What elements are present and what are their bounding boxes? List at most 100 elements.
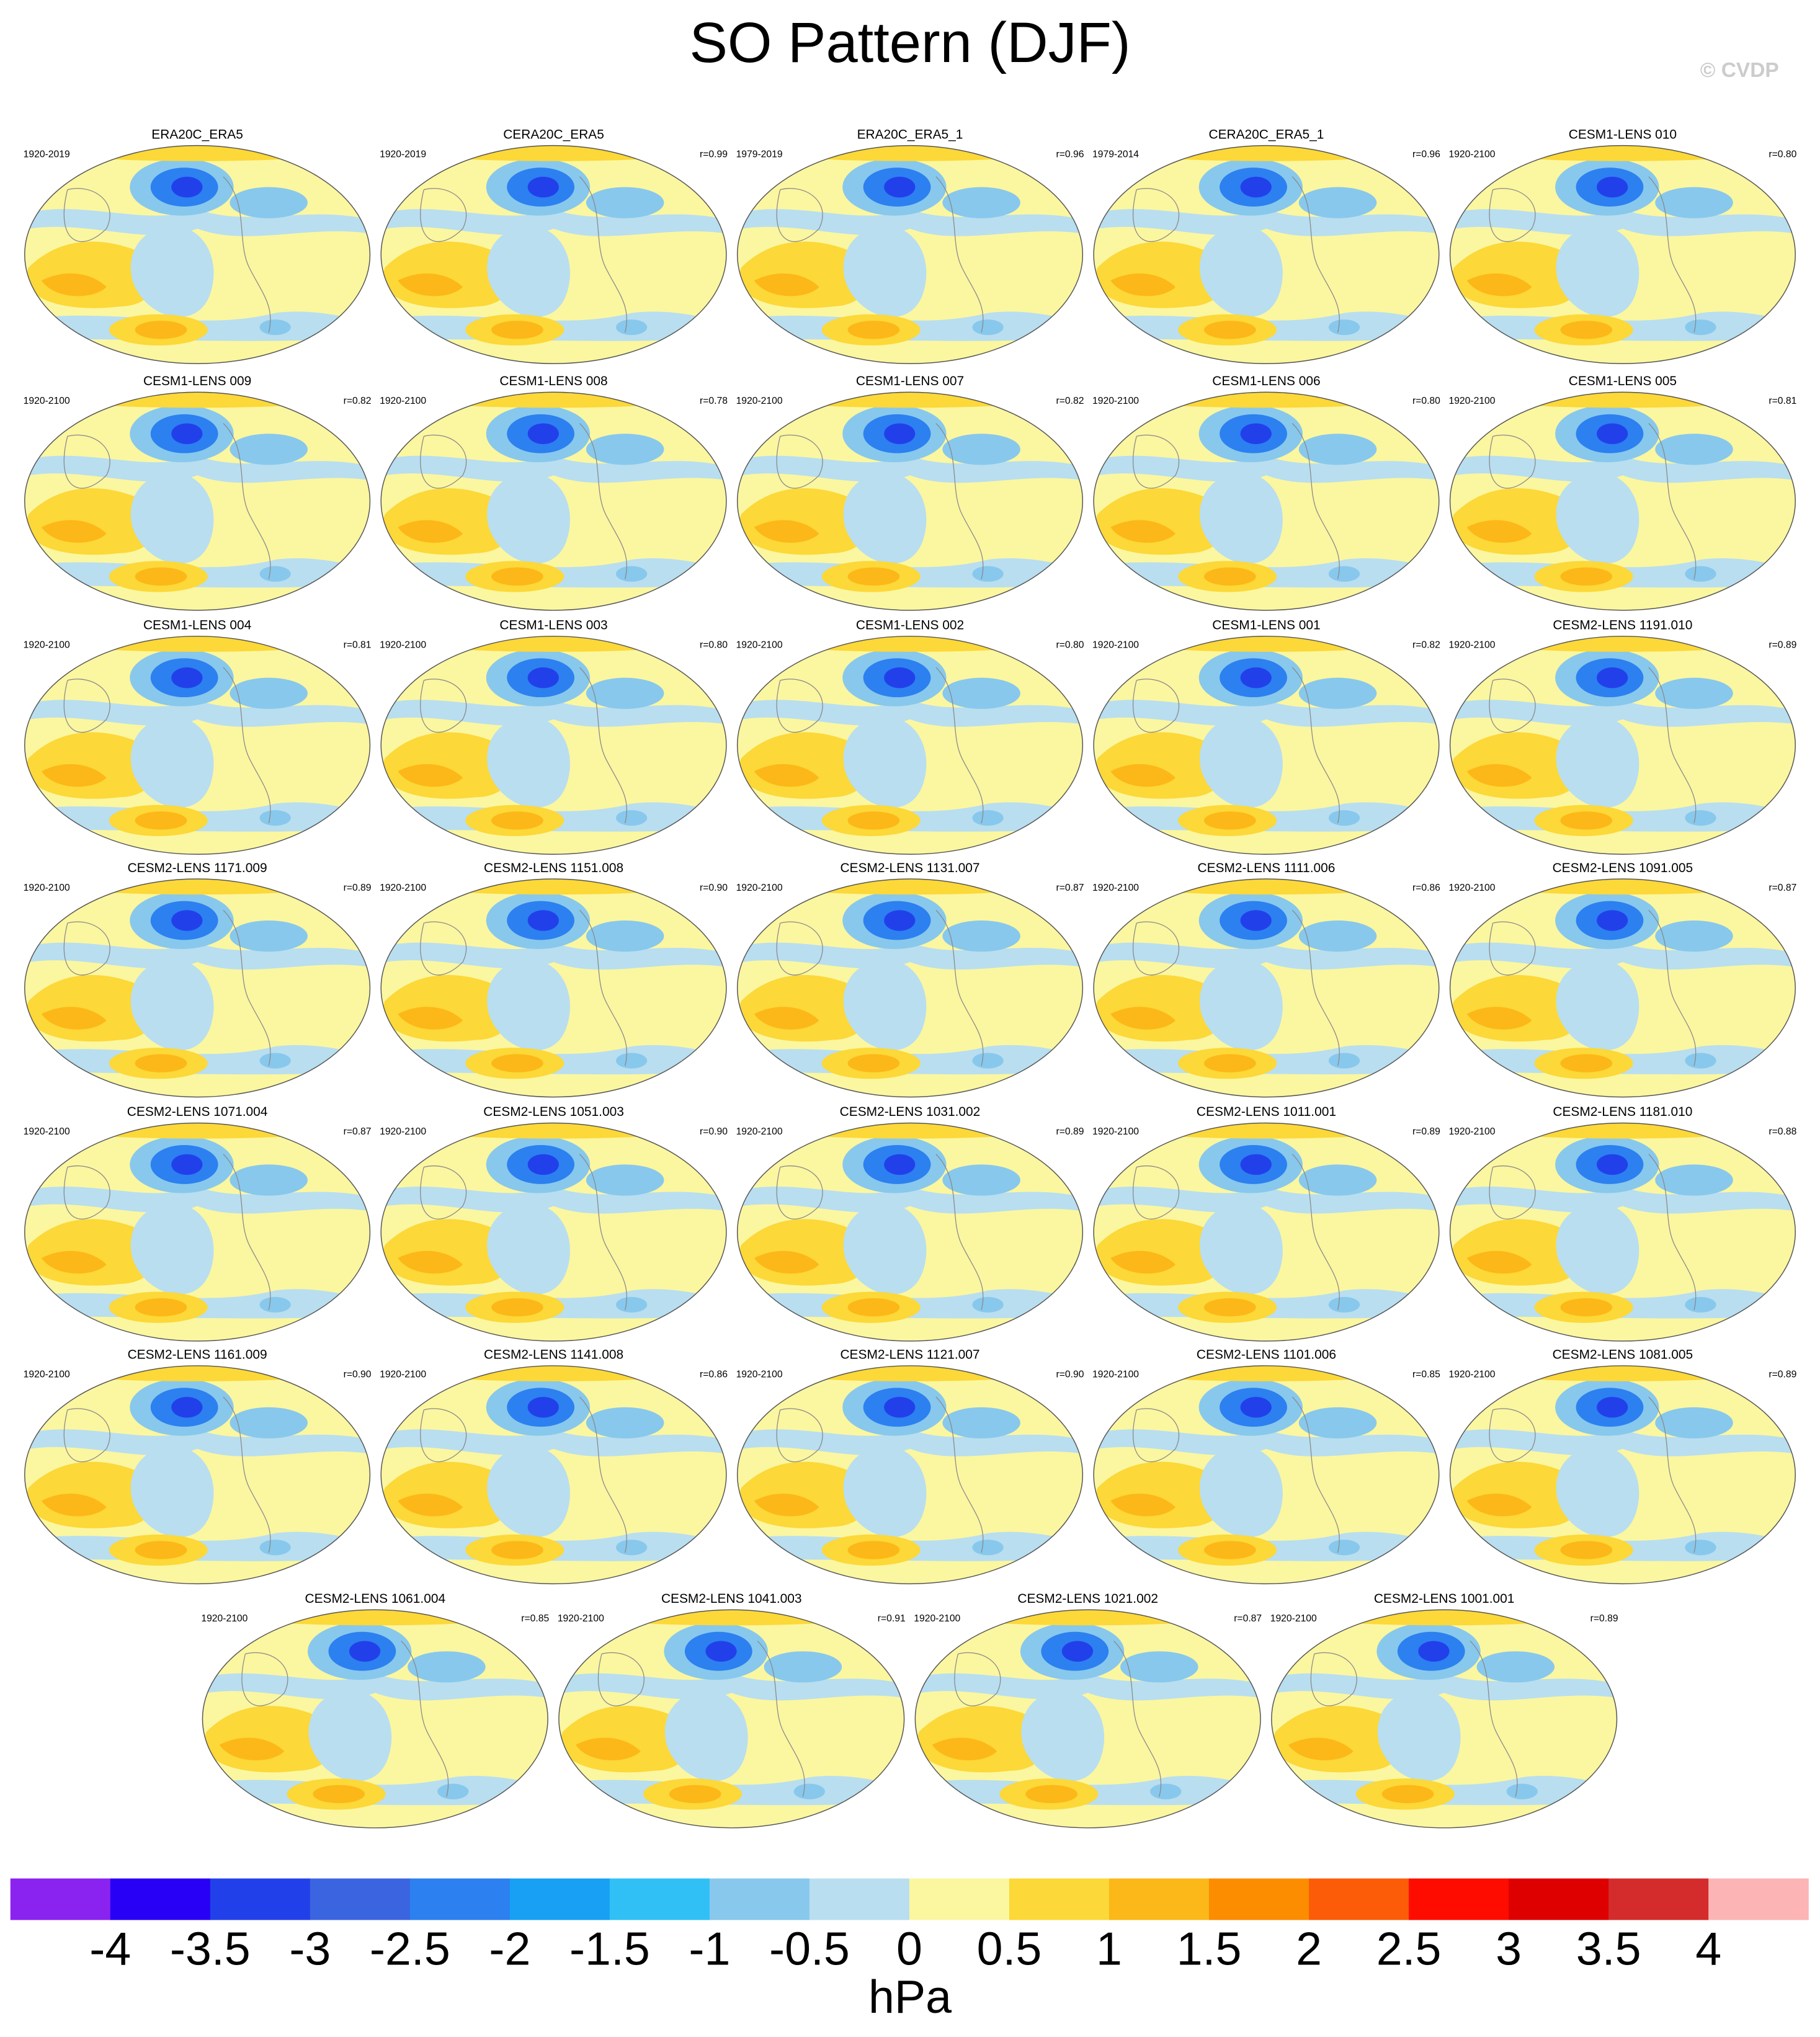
colorbar-box: [809, 1878, 910, 1920]
panel-title: CESM2-LENS 1131.007: [840, 861, 979, 875]
map: [194, 1594, 557, 1835]
map-panel: CERA20C_ERA5_1 1979-2014 r=0.96: [1084, 127, 1448, 371]
map-outline: [380, 145, 727, 364]
colorbar-box: [1708, 1878, 1809, 1920]
panel-title: CESM1-LENS 004: [143, 618, 252, 632]
panel-period: 1920-2100: [1092, 1126, 1139, 1137]
panel-title: CESM1-LENS 002: [856, 618, 964, 632]
map: [1084, 1107, 1448, 1348]
map-panel: CESM2-LENS 1101.006 1920-2100 r=0.85: [1084, 1348, 1448, 1592]
map-outline: [736, 391, 1084, 611]
panel-correlation: r=0.89: [344, 883, 372, 893]
panel-period: 1920-2019: [380, 149, 426, 159]
panel-period: 1920-2100: [24, 396, 70, 406]
map-outline: [1093, 1122, 1440, 1342]
panel-title: CESM2-LENS 1011.001: [1197, 1105, 1336, 1119]
panel-period: 1920-2100: [1448, 1126, 1495, 1137]
map: [1441, 1350, 1804, 1592]
map: [728, 1350, 1092, 1592]
colorbar-tick-label: 1.5: [1177, 1923, 1242, 1975]
panel-title: CESM2-LENS 1101.006: [1197, 1348, 1336, 1362]
colorbar-box: [310, 1878, 411, 1920]
colorbar-box: [1409, 1878, 1509, 1920]
map-outline: [914, 1609, 1261, 1829]
map-panel: ERA20C_ERA5_1 1979-2019 r=0.96: [728, 127, 1092, 371]
map-outline: [380, 635, 727, 855]
map: [372, 130, 736, 372]
panel-period: 1920-2100: [380, 640, 426, 650]
colorbar-box: [1109, 1878, 1210, 1920]
colorbar-tick-label: 0: [896, 1923, 922, 1975]
panel-title: CERA20C_ERA5_1: [1208, 127, 1324, 141]
map-outline: [380, 878, 727, 1098]
panel-correlation: r=0.85: [521, 1613, 549, 1624]
panel-correlation: r=0.82: [344, 396, 372, 406]
panel-period: 1920-2100: [736, 1370, 783, 1380]
map-panel: ERA20C_ERA5 1920-2019: [16, 127, 379, 371]
panel-title: CESM1-LENS 008: [499, 374, 607, 388]
panel-title: CESM1-LENS 001: [1212, 618, 1320, 632]
map-outline: [1093, 391, 1440, 611]
map-panel: CESM2-LENS 1041.003 1920-2100 r=0.91: [550, 1592, 913, 1835]
map-panel: CESM1-LENS 001 1920-2100 r=0.82: [1084, 618, 1448, 862]
map-panel: CESM2-LENS 1051.003 1920-2100 r=0.90: [372, 1105, 736, 1348]
panel-period: 1920-2100: [736, 883, 783, 893]
map: [1084, 130, 1448, 372]
panel-title: CESM1-LENS 003: [499, 618, 607, 632]
map-panel: CESM2-LENS 1111.006 1920-2100 r=0.86: [1084, 861, 1448, 1105]
map-panel: CESM1-LENS 004 1920-2100 r=0.81: [16, 618, 379, 862]
map: [1441, 863, 1804, 1105]
map-outline: [1093, 1365, 1440, 1585]
map: [372, 1107, 736, 1348]
map-outline: [24, 1122, 371, 1342]
map: [1084, 1350, 1448, 1592]
map-outline: [1449, 145, 1796, 364]
map-outline: [1449, 391, 1796, 611]
panel-period: 1920-2100: [1448, 149, 1495, 159]
map-panel: CESM2-LENS 1131.007 1920-2100 r=0.87: [728, 861, 1092, 1105]
panel-period: 1920-2100: [380, 1126, 426, 1137]
map-outline: [24, 391, 371, 611]
colorbar-box: [110, 1878, 211, 1920]
panel-correlation: r=0.90: [1056, 1370, 1084, 1380]
panel-correlation: r=0.80: [1056, 640, 1084, 650]
map-panel: CESM2-LENS 1071.004 1920-2100 r=0.87: [16, 1105, 379, 1348]
map: [550, 1594, 913, 1835]
panel-period: 1979-2019: [736, 149, 783, 159]
colorbar-box: [509, 1878, 610, 1920]
colorbar-tick-label: 3: [1496, 1923, 1522, 1975]
map: [16, 1350, 379, 1592]
panel-period: 1920-2100: [1092, 640, 1139, 650]
map-outline: [1449, 878, 1796, 1098]
map-panel: CESM1-LENS 003 1920-2100 r=0.80: [372, 618, 736, 862]
panel-period: 1920-2100: [24, 883, 70, 893]
panel-period: 1920-2100: [1448, 1370, 1495, 1380]
panel-title: CESM2-LENS 1141.008: [484, 1348, 623, 1362]
panel-period: 1920-2100: [558, 1613, 604, 1624]
panel-correlation: r=0.89: [1056, 1126, 1084, 1137]
panel-correlation: r=0.90: [344, 1370, 372, 1380]
panel-title: CESM2-LENS 1181.010: [1553, 1105, 1692, 1119]
panel-title: CESM2-LENS 1021.002: [1017, 1592, 1158, 1606]
colorbar-box: [909, 1878, 1010, 1920]
panel-title: CESM2-LENS 1041.003: [661, 1592, 802, 1606]
panel-period: 1920-2100: [736, 640, 783, 650]
map: [16, 130, 379, 372]
panel-period: 1920-2100: [1092, 883, 1139, 893]
panel-title: CESM2-LENS 1171.009: [128, 861, 267, 875]
panel-title: CESM2-LENS 1081.005: [1553, 1348, 1693, 1362]
colorbar-tick-label: -2: [489, 1923, 530, 1975]
colorbar-tick-label: -3: [289, 1923, 331, 1975]
panel-period: 1979-2014: [1092, 149, 1139, 159]
panel-correlation: r=0.91: [878, 1613, 906, 1624]
colorbar-tick-label: 4: [1695, 1923, 1721, 1975]
panel-title: CESM1-LENS 005: [1569, 374, 1677, 388]
colorbar-tick-label: 0.5: [977, 1923, 1042, 1975]
map: [372, 863, 736, 1105]
panel-correlation: r=0.82: [1412, 640, 1440, 650]
panel-correlation: r=0.89: [1769, 1370, 1796, 1380]
colorbar-box: [1209, 1878, 1309, 1920]
map: [16, 1107, 379, 1348]
map-outline: [380, 391, 727, 611]
map: [1084, 377, 1448, 618]
